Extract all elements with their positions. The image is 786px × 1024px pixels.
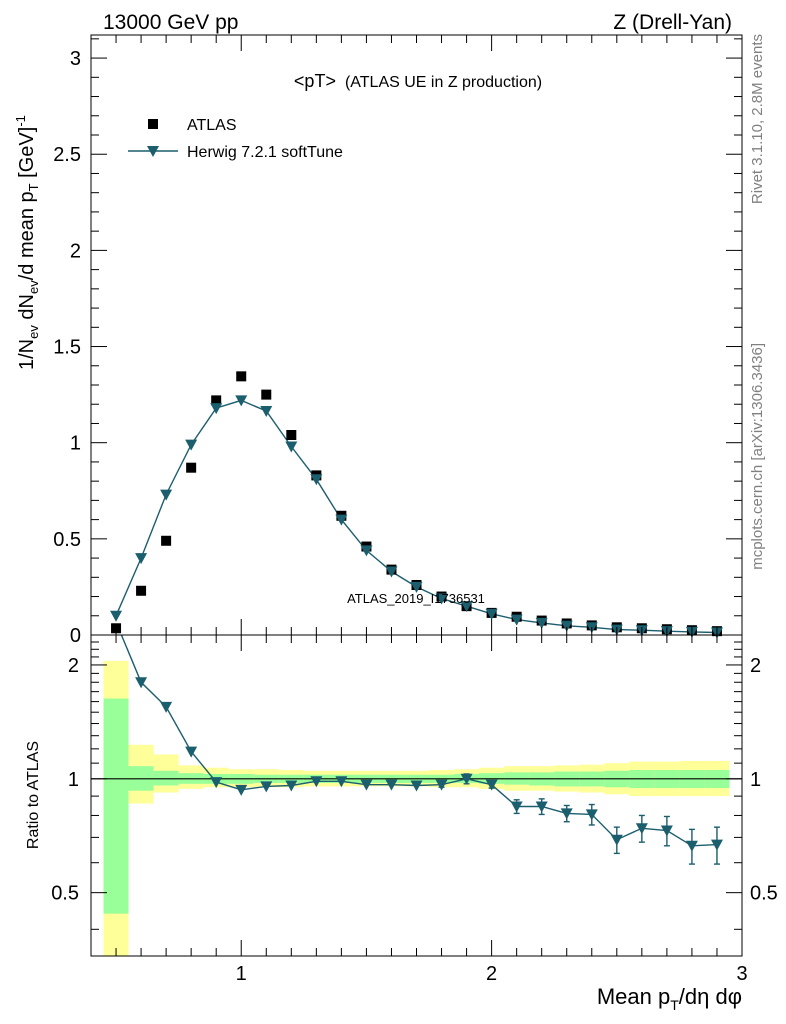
ylabel-e: /d mean p [16, 191, 38, 280]
ratio-point [485, 779, 498, 791]
ratio-y-tick-label: 0.5 [51, 883, 79, 905]
x-axis-label: Mean pT/dη dφ [597, 984, 742, 1013]
herwig-point [435, 593, 448, 605]
legend-atlas-marker [148, 119, 158, 129]
ratio-point [660, 825, 673, 837]
ratio-point [335, 776, 348, 788]
ratio-point [535, 801, 548, 813]
ratio-point [185, 746, 198, 758]
rivet-label: Rivet 3.1.10, 2.8M events [749, 34, 766, 204]
legend: ATLAS Herwig 7.2.1 softTune [128, 117, 343, 161]
y-tick-label: 2 [70, 240, 81, 262]
atlas-point [211, 395, 222, 406]
y-tick-label: 3 [70, 48, 81, 70]
herwig-point [410, 581, 423, 593]
legend-atlas-label: ATLAS [187, 117, 237, 134]
atlas-point [261, 389, 272, 400]
ylabel-b: ev [26, 325, 41, 339]
watermark: ATLAS_2019_I1736531 [347, 591, 485, 606]
ratio-point [710, 839, 723, 851]
ratio-point [410, 780, 423, 792]
atlas-point [286, 430, 297, 440]
ratio-y-tick-label-right: 2 [750, 655, 761, 677]
ratio-y-tick-label: 2 [68, 655, 79, 677]
ratio-y-tick-label-right: 1 [750, 769, 761, 791]
legend-herwig-marker [147, 146, 159, 157]
ratio-point [135, 677, 148, 689]
herwig-point [335, 514, 348, 526]
ratio-point [385, 779, 398, 791]
ratio-point [310, 776, 323, 788]
band-inner [103, 698, 129, 914]
ratio-point [560, 808, 573, 820]
main-title: <pT> (ATLAS UE in Z production) [294, 71, 542, 91]
xlabel-b: T [670, 997, 679, 1013]
y-tick-label: 2.5 [53, 144, 81, 166]
y-tick-label: 0 [70, 625, 81, 647]
ratio-point [460, 773, 473, 785]
x-tick-label: 2 [486, 963, 497, 985]
ylabel-c: dN [16, 294, 38, 325]
ratio-y-tick-label-right: 0.5 [750, 883, 778, 905]
atlas-point [236, 371, 247, 382]
ylabel-g: [GeV] [16, 127, 38, 184]
herwig-point [560, 620, 573, 632]
main-title-main: <pT> [294, 71, 336, 91]
ratio-point [160, 701, 173, 713]
ratio-point [610, 834, 623, 846]
ratio-point [260, 781, 273, 793]
herwig-point [185, 439, 198, 451]
ratio-point [210, 777, 223, 789]
ratio-y-label: Ratio to ATLAS [25, 741, 42, 849]
ylabel-d: ev [26, 280, 41, 294]
herwig-point [385, 566, 398, 578]
herwig-point [510, 614, 523, 626]
legend-herwig-label: Herwig 7.2.1 softTune [187, 144, 343, 161]
herwig-point [460, 601, 473, 613]
x-tick-label: 1 [236, 963, 247, 985]
herwig-point [235, 395, 248, 407]
herwig-point [210, 403, 223, 415]
x-tick-label: 3 [736, 963, 747, 985]
ratio-point [285, 780, 298, 792]
atlas-point [136, 585, 147, 596]
main-panel: 0 0.5 1 1.5 2 2.5 3 <pT> (ATLAS UE in Z produc… [13, 34, 743, 647]
main-title-sub: (ATLAS UE in Z production) [345, 74, 542, 91]
ylabel-f: T [26, 183, 41, 191]
herwig-point [110, 610, 123, 622]
xlabel-a: Mean p [597, 984, 670, 1009]
herwig-point [260, 405, 273, 417]
y-tick-label: 0.5 [53, 529, 81, 551]
y-tick-label: 1 [70, 433, 81, 455]
herwig-point [285, 441, 298, 453]
ratio-point [235, 784, 248, 796]
header-right: Z (Drell-Yan) [613, 11, 732, 34]
herwig-point [160, 489, 173, 501]
herwig-point [535, 617, 548, 629]
main-y-label: 1/Nev dNev/d mean pT [GeV]-1 [13, 115, 41, 370]
atlas-point [186, 462, 197, 473]
ylabel-a: 1/N [16, 339, 38, 370]
herwig-point [310, 474, 323, 486]
mcplots-label: mcplots.cern.ch [arXiv:1306.3436] [749, 343, 766, 570]
ratio-y-tick-label: 1 [68, 769, 79, 791]
ratio-panel: 0.5 0.5 1 1 2 2 1 2 3 Ratio to ATLAS Mean pT/dη … [25, 634, 778, 1013]
herwig-point [485, 608, 498, 620]
xlabel-c: /dη dφ [679, 984, 742, 1009]
ratio-point [435, 779, 448, 791]
band-inner [153, 770, 179, 786]
herwig-point [135, 553, 148, 565]
y-tick-label: 1.5 [53, 337, 81, 359]
ratio-point [360, 779, 373, 791]
ratio-point [585, 809, 598, 821]
ratio-point [510, 801, 523, 813]
ratio-point [635, 823, 648, 835]
ylabel-h: -1 [13, 115, 28, 127]
ratio-point [685, 840, 698, 852]
herwig-point [360, 545, 373, 557]
atlas-point [161, 535, 172, 546]
header-left: 13000 GeV pp [103, 11, 238, 34]
